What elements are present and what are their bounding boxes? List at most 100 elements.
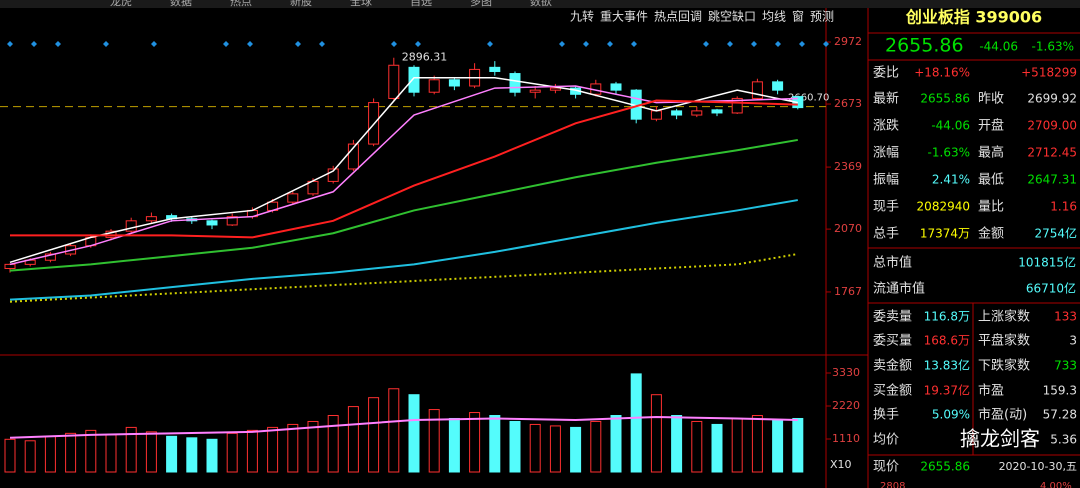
info-value: -1.63% <box>928 146 970 160</box>
info-label: 最低 <box>978 173 1004 188</box>
candle-body <box>509 73 521 93</box>
info-label: 卖金额 <box>873 358 912 374</box>
volume-unit: X10 <box>830 458 852 471</box>
info-value: 2647.31 <box>1027 173 1077 187</box>
panel-price: 2655.86 <box>885 35 964 57</box>
volume-bar <box>731 417 743 473</box>
candle-body <box>691 110 703 116</box>
info-label: 下跌家数 <box>978 358 1030 374</box>
toolbar-button[interactable]: 九转 <box>570 9 594 24</box>
info-value: 2655.86 <box>920 92 970 106</box>
candle-body <box>408 66 420 93</box>
info-label: 总手 <box>873 227 899 242</box>
signal-marker <box>55 41 61 47</box>
volume-bar <box>691 420 703 473</box>
signal-marker <box>31 41 37 47</box>
toolbar-button[interactable]: 重大事件 <box>600 10 648 24</box>
info-value: 133 <box>1054 310 1077 324</box>
volume-bar <box>287 423 299 473</box>
toolbar-button[interactable]: 预测 <box>810 10 834 24</box>
menu-item: 热点 <box>230 0 252 8</box>
panel-pct: -1.63% <box>1032 40 1074 54</box>
candle-body <box>206 220 218 226</box>
info-label: 昨收 <box>978 92 1004 107</box>
info-value: 2655.86 <box>920 460 970 474</box>
volume-bar <box>650 394 662 473</box>
menu-item: 自选 <box>410 0 432 8</box>
info-value: 2699.92 <box>1027 92 1077 106</box>
volume-bar <box>630 373 642 473</box>
volume-bar <box>4 438 16 473</box>
info-value: 17374万 <box>920 227 970 241</box>
info-value: 5.09% <box>932 408 970 422</box>
signal-marker <box>775 41 781 47</box>
volume-bar <box>327 415 339 473</box>
menu-item: 新股 <box>290 0 312 8</box>
info-label: 换手 <box>873 408 899 423</box>
info-value: 101815亿 <box>1018 255 1076 270</box>
candle-body <box>428 79 440 93</box>
volume-bar <box>267 426 279 473</box>
info-value: 733 <box>1054 359 1077 373</box>
volume-bar <box>671 415 683 473</box>
menu-item: 龙虎 <box>110 0 132 8</box>
moving-average <box>9 76 798 264</box>
volume-bar <box>428 409 440 473</box>
volume-bar <box>226 432 238 473</box>
signal-marker <box>751 41 757 47</box>
candle-body <box>711 109 723 114</box>
info-label: 涨幅 <box>873 146 899 161</box>
volume-bar <box>125 426 137 473</box>
volume-bar <box>570 426 582 473</box>
info-value: 4.00% <box>1040 481 1072 488</box>
volume-bar <box>529 423 541 473</box>
signal-marker <box>631 41 637 47</box>
volume-bar <box>347 406 359 473</box>
signal-marker <box>415 41 421 47</box>
candle-body <box>489 66 501 72</box>
info-label: 最新 <box>873 91 899 107</box>
menu-item: 多图 <box>470 0 492 8</box>
volume-bar <box>610 415 622 473</box>
info-value: 116.8万 <box>924 310 970 324</box>
candle-body <box>448 79 460 87</box>
info-label: 委比 <box>873 66 899 81</box>
info-label: 开盘 <box>978 118 1004 134</box>
y-tick-label: 2070 <box>834 222 862 235</box>
y-tick-label: 1110 <box>832 432 860 445</box>
volume-bar <box>448 417 460 473</box>
signal-marker <box>559 41 565 47</box>
volume-bar <box>24 440 36 473</box>
toolbar-button[interactable]: 窗 <box>792 10 804 24</box>
volume-bar <box>368 397 380 473</box>
candle-body <box>610 83 622 91</box>
moving-average <box>10 99 798 239</box>
info-value: 2709.00 <box>1027 119 1077 133</box>
moving-average <box>9 415 798 439</box>
moving-average <box>9 199 798 301</box>
info-label: 均价 <box>873 433 899 448</box>
info-value: 159.3 <box>1043 384 1077 398</box>
info-label: 总市值 <box>873 255 912 271</box>
info-value: 2808 <box>880 481 905 488</box>
info-label: 委卖量 <box>873 310 912 325</box>
toolbar-button[interactable]: 均线 <box>762 10 786 24</box>
volume-bar <box>751 415 763 473</box>
toolbar-button[interactable]: 跳空缺口 <box>708 9 756 24</box>
volume-bar <box>590 420 602 473</box>
volume-bar <box>408 394 420 473</box>
info-label: 市盈(动) <box>978 407 1027 423</box>
candle-body <box>327 168 339 182</box>
y-tick-label: 2673 <box>834 97 862 110</box>
info-value: 2082940 <box>917 200 970 214</box>
volume-bar <box>85 429 97 473</box>
info-value: +18.16% <box>914 66 970 80</box>
signal-marker <box>247 41 253 47</box>
info-label: 现价 <box>873 460 899 475</box>
signal-marker <box>7 41 13 47</box>
signal-marker <box>703 41 709 47</box>
candle-body <box>226 216 238 226</box>
toolbar-button[interactable]: 热点回调 <box>654 10 702 24</box>
info-value: +518299 <box>1021 66 1077 80</box>
